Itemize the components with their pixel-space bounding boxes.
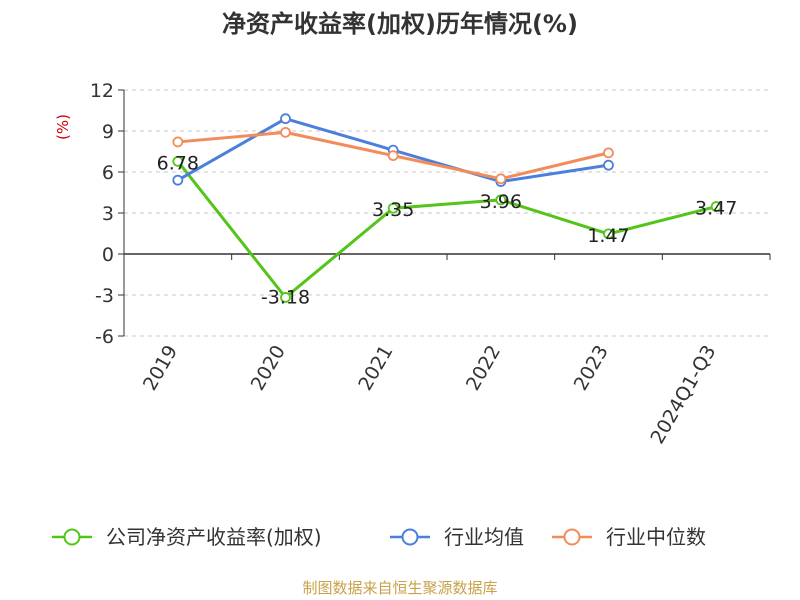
y-tick-label: 6 <box>102 162 114 184</box>
x-tick-label: 2020 <box>247 342 290 395</box>
axes: 12 9 6 3 0 -3 -6 2019 2020 2021 2022 2023 2024Q1-Q3 <box>90 80 771 448</box>
y-tick-label: 0 <box>102 244 114 266</box>
legend-swatch-marker <box>563 528 581 546</box>
chart-title: 净资产收益率(加权)历年情况(%) <box>222 10 578 38</box>
x-tick-label: 2019 <box>139 342 182 395</box>
series-point-2 <box>387 150 399 162</box>
series-point-2 <box>172 136 184 148</box>
series-point-0 <box>387 202 399 214</box>
grid-lines <box>124 89 770 337</box>
x-tick-label: 2022 <box>462 342 505 395</box>
data-label: 3.47 <box>695 198 737 220</box>
y-axis-unit: (%) <box>54 114 72 140</box>
series-point-0 <box>280 292 291 303</box>
data-label: 1.47 <box>587 225 629 247</box>
series-point-0 <box>603 228 614 240</box>
y-tick-label: -6 <box>95 326 114 348</box>
data-label: -3.18 <box>261 286 310 308</box>
series-point-2 <box>280 126 291 138</box>
series-lines <box>172 113 722 303</box>
legend-swatch-marker <box>63 528 81 546</box>
y-tick-label: 3 <box>102 203 114 225</box>
y-tick-label: -3 <box>95 285 114 307</box>
series-line-0 <box>176 160 717 299</box>
series-point-1 <box>280 113 291 125</box>
series-point-0 <box>495 194 507 206</box>
x-tick-label: 2024Q1-Q3 <box>646 342 720 448</box>
series-point-0 <box>172 155 184 167</box>
x-tick-label: 2021 <box>354 342 397 395</box>
series-point-2 <box>603 147 614 159</box>
legend: 公司净资产收益率(加权) 行业均值 行业中位数 <box>52 525 706 549</box>
data-label: 3.96 <box>480 191 522 213</box>
data-source-note: 制图数据来自恒生聚源数据库 <box>302 579 497 597</box>
legend-label: 行业均值 <box>444 525 524 549</box>
data-labels: 6.78 -3.18 3.35 3.96 1.47 3.47 <box>157 152 738 308</box>
data-label: 6.78 <box>157 152 199 174</box>
x-tick-label: 2023 <box>570 342 613 395</box>
data-label: 3.35 <box>372 199 414 221</box>
series-point-0 <box>710 201 722 212</box>
y-tick-label: 9 <box>102 121 114 143</box>
series-point-1 <box>172 174 184 186</box>
y-tick-label: 12 <box>90 80 114 102</box>
legend-label: 公司净资产收益率(加权) <box>106 525 322 549</box>
series-point-1 <box>603 159 614 171</box>
legend-swatch-marker <box>401 528 419 546</box>
legend-label: 行业中位数 <box>606 525 706 549</box>
series-point-2 <box>495 173 507 185</box>
